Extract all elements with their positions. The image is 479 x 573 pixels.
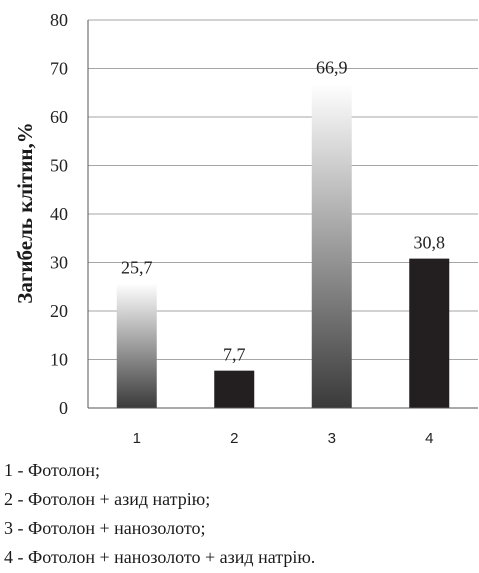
data-label-3: 66,9 xyxy=(316,58,348,78)
y-tick-label: 0 xyxy=(59,398,68,418)
legend-item-3: 3 - Фотолон + нанозолото; xyxy=(4,518,206,538)
bar-4 xyxy=(409,258,450,408)
bar-2 xyxy=(214,370,255,408)
y-tick-label: 40 xyxy=(50,204,68,224)
bar-1 xyxy=(116,283,157,408)
y-tick-label: 80 xyxy=(50,10,68,30)
legend-item-4: 4 - Фотолон + нанозолото + азид натрію. xyxy=(4,547,316,567)
bar-3 xyxy=(311,83,352,408)
x-tick-label-1: 1 xyxy=(133,430,141,447)
x-tick-label-4: 4 xyxy=(425,430,433,447)
data-label-2: 7,7 xyxy=(223,345,246,365)
data-label-1: 25,7 xyxy=(121,257,153,277)
legend-item-2: 2 - Фотолон + азид натрію; xyxy=(4,489,211,509)
y-axis-label: Загибель клітин,% xyxy=(13,122,37,303)
y-tick-label: 50 xyxy=(50,156,68,176)
y-tick-label: 20 xyxy=(50,301,68,321)
y-tick-label: 30 xyxy=(50,253,68,273)
legend-item-1: 1 - Фотолон; xyxy=(4,460,100,480)
y-tick-label: 60 xyxy=(50,107,68,127)
x-tick-label-2: 2 xyxy=(230,430,238,447)
data-label-4: 30,8 xyxy=(414,233,446,253)
bar-chart: 0 10 20 30 40 50 60 70 80 25,7 1 7,7 2 66,9 3 30,8 4 Заг… xyxy=(13,10,478,447)
y-tick-label: 10 xyxy=(50,350,68,370)
y-tick-label: 70 xyxy=(50,59,68,79)
x-tick-label-3: 3 xyxy=(328,430,336,447)
legend: 1 - Фотолон; 2 - Фотолон + азид натрію; … xyxy=(4,456,315,572)
